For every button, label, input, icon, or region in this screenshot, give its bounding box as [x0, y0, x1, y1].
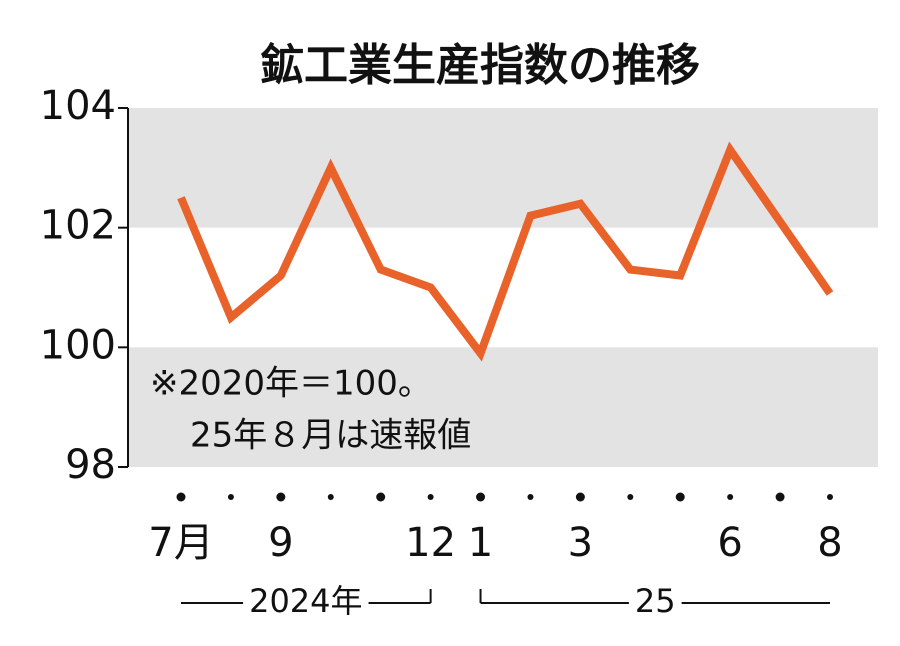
- x-tick-dot: [427, 494, 434, 500]
- x-tick-label: 3: [568, 520, 593, 566]
- y-tick-label: 98: [65, 442, 116, 488]
- grid-band: [128, 108, 878, 228]
- x-tick-label: 8: [817, 520, 842, 566]
- x-tick-label: 1: [468, 520, 493, 566]
- year-label: 25: [635, 582, 676, 620]
- x-tick-dot: [276, 492, 286, 502]
- x-tick-dot: [227, 494, 234, 500]
- x-tick-dot: [176, 492, 186, 502]
- x-tick-dot: [775, 492, 785, 502]
- x-tick-dot: [827, 494, 833, 500]
- y-tick-label: 100: [40, 322, 116, 368]
- y-tick-label: 104: [40, 83, 116, 129]
- x-tick-label: 7月: [148, 520, 213, 566]
- x-tick-dot: [376, 492, 386, 502]
- x-tick-label: 6: [717, 520, 742, 566]
- x-tick-dot: [727, 494, 734, 500]
- x-tick-dot: [575, 492, 585, 502]
- x-tick-dot: [327, 494, 334, 500]
- x-tick-dot: [675, 492, 685, 502]
- x-tick-label: 12: [405, 520, 456, 566]
- chart-title: 鉱工業生産指数の推移: [260, 40, 700, 91]
- annotation: ※2020年＝100。: [150, 364, 432, 404]
- x-tick-dot: [527, 494, 534, 500]
- x-tick-label: 9: [268, 520, 293, 566]
- year-label: 2024年: [249, 582, 362, 620]
- x-tick-dot: [476, 492, 486, 502]
- annotation: 25年８月は速報値: [190, 416, 471, 456]
- series-line: [177, 141, 834, 362]
- y-tick-label: 102: [40, 203, 116, 249]
- x-tick-dot: [627, 494, 634, 500]
- grid-band: [128, 347, 878, 467]
